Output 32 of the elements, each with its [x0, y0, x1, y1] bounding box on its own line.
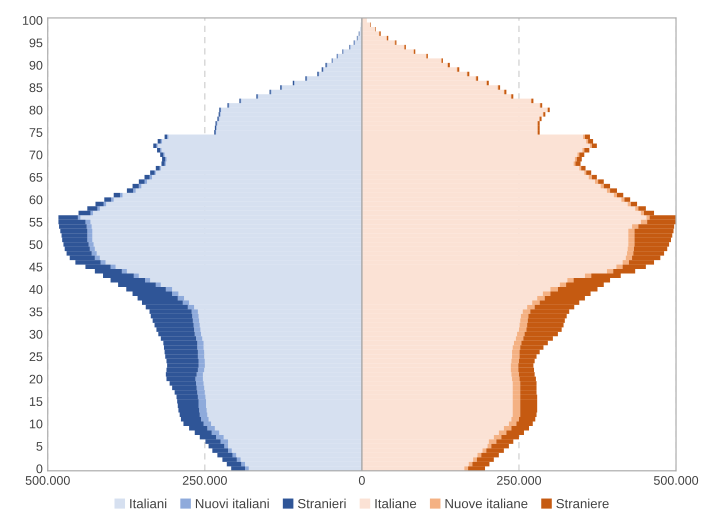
y-tick-label: 30	[29, 330, 42, 339]
y-tick-label: 20	[30, 374, 42, 384]
y-tick-label: 95	[30, 38, 42, 48]
y-tick-label: 85	[30, 83, 42, 92]
y-tick-label: 80	[30, 106, 42, 115]
y-tick-label: 75	[30, 128, 42, 137]
x-tick-label: 500.000	[26, 476, 70, 485]
y-tick-label: 50	[29, 240, 42, 250]
legend-label: Straniere	[556, 498, 609, 508]
y-tick-label: 90	[30, 60, 42, 70]
y-tick-label: 45	[29, 262, 42, 272]
legend-label: Italiane	[375, 498, 416, 508]
y-tick-label: 25	[30, 352, 42, 362]
y-tick-label: 100	[22, 16, 42, 25]
y-tick-label: 35	[29, 307, 42, 316]
legend-label: Nuove italiane	[446, 498, 528, 508]
y-tick-label: 65	[30, 172, 42, 182]
y-tick-label: 70	[30, 150, 42, 160]
y-tick-label: 15	[30, 397, 42, 406]
legend-label: Italiani	[130, 498, 166, 508]
x-tick-label: 500.000	[654, 476, 698, 485]
y-tick-label: 55	[29, 218, 42, 227]
y-tick-label: 60	[30, 195, 42, 204]
y-tick-label: 0	[36, 464, 42, 474]
x-tick-label: 250.000	[182, 476, 227, 485]
x-tick-label: 0	[358, 476, 365, 485]
legend-label: Stranieri	[298, 498, 346, 508]
y-tick-label: 40	[29, 285, 42, 294]
y-tick-label: 5	[36, 442, 42, 451]
legend-label: Nuovi italiani	[196, 498, 269, 508]
y-tick-label: 10	[30, 420, 42, 428]
x-tick-label: 250.000	[496, 476, 542, 485]
